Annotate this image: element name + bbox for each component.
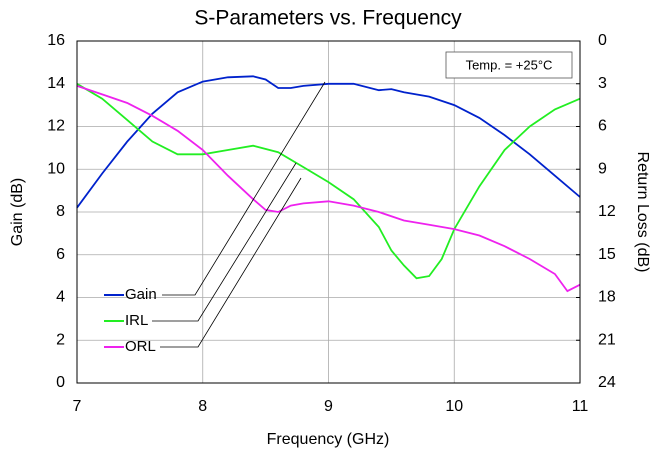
y2-tick-label: 24 [598, 374, 616, 391]
grid [76, 40, 581, 384]
y-tick-label: 12 [47, 118, 65, 135]
leader-lines [152, 81, 326, 348]
y2-axis-label: Return Loss (dB) [634, 152, 651, 273]
x-tick-label: 10 [445, 398, 463, 415]
series-line [76, 85, 581, 293]
legend-label: ORL [125, 338, 156, 355]
y2-tick-label: 0 [598, 32, 607, 49]
x-tick-label: 11 [572, 398, 589, 415]
y-tick-label: 4 [56, 289, 65, 306]
legend-label: Gain [125, 286, 157, 303]
y2-tick-label: 18 [598, 289, 616, 306]
y-axis-label: Gain (dB) [9, 178, 26, 246]
x-tick-label: 8 [198, 398, 207, 415]
leader-line [152, 162, 297, 322]
chart-title: S-Parameters vs. Frequency [194, 7, 462, 30]
x-axis-label: Frequency (GHz) [267, 431, 390, 448]
y-tick-label: 10 [47, 160, 65, 177]
y-tick-label: 16 [47, 32, 65, 49]
y-tick-label: 14 [47, 75, 65, 92]
y2-tick-label: 12 [598, 203, 616, 220]
legend-label: IRL [125, 312, 148, 329]
y-tick-label: 6 [56, 246, 65, 263]
y2-tick-label: 3 [598, 75, 607, 92]
leader-line [160, 177, 302, 348]
plot [76, 75, 581, 293]
annotation: Temp. = +25°C [466, 57, 553, 72]
x-tick-label: 9 [324, 398, 333, 415]
annotation-box [445, 51, 573, 79]
y2-tick-label: 21 [598, 331, 616, 348]
y-tick-label: 8 [56, 203, 65, 220]
series-line [76, 75, 581, 209]
legend: Gain IRL ORL [104, 286, 157, 355]
y2-tick-label: 6 [598, 118, 607, 135]
y2-tick-label: 15 [598, 246, 616, 263]
y-tick-label: 0 [56, 374, 65, 391]
series-line [76, 83, 581, 280]
y2-tick-label: 9 [598, 160, 607, 177]
y-tick-label: 2 [56, 331, 65, 348]
x-tick-label: 7 [73, 398, 82, 415]
leader-line [162, 81, 326, 296]
